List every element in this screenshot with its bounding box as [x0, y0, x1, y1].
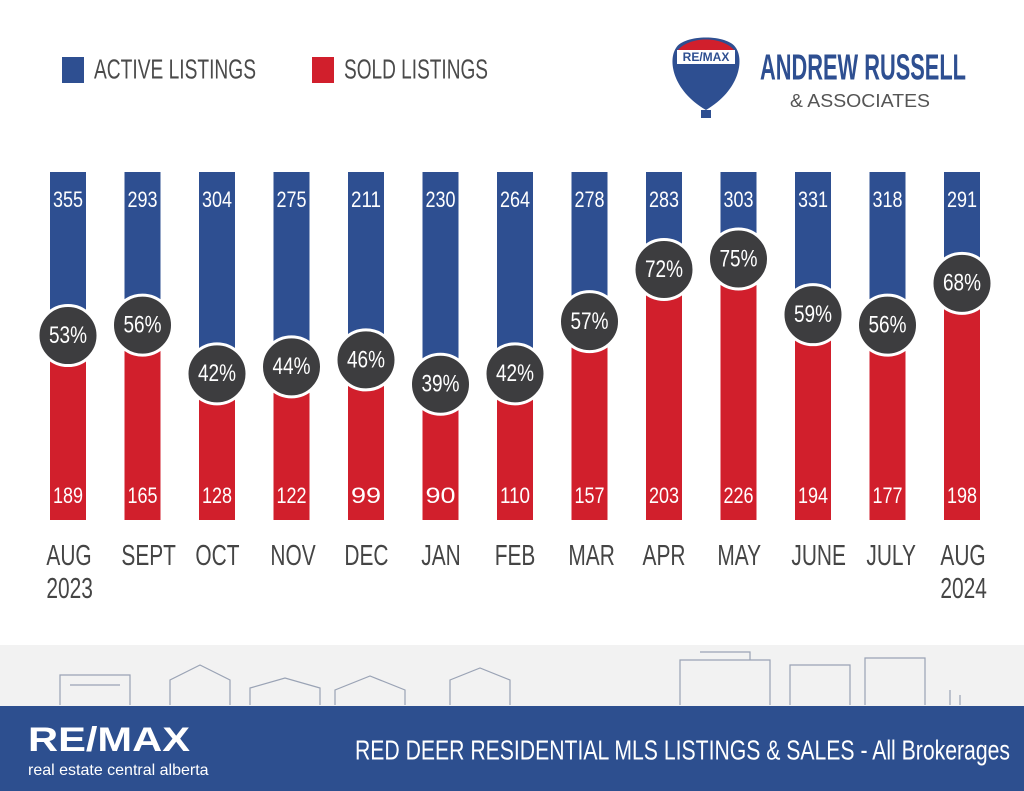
x-tick-label: AUG 2023 — [46, 540, 93, 605]
x-tick-label: AUG 2024 — [940, 540, 987, 605]
ratio-circle — [36, 304, 100, 368]
ratio-label: 44% — [273, 353, 311, 380]
active-bar — [422, 172, 459, 385]
legend-swatch — [62, 57, 84, 83]
active-bar — [497, 172, 533, 374]
sold-value: 198 — [947, 483, 977, 508]
active-bar — [199, 172, 235, 374]
sold-value: 99 — [351, 483, 381, 508]
ratio-circle — [334, 328, 398, 392]
active-value: 318 — [873, 187, 903, 212]
active-value: 275 — [277, 187, 307, 212]
x-tick-label: MAY — [716, 540, 761, 572]
legend-label: ACTIVE LISTINGS — [94, 53, 256, 84]
ratio-circle — [558, 290, 621, 354]
chart-title: RED DEER RESIDENTIAL MLS LISTINGS & SALE… — [355, 734, 1010, 765]
ratio-label: 57% — [571, 308, 609, 335]
x-tick-label: SEPT — [120, 540, 176, 572]
legend-label: SOLD LISTINGS — [344, 53, 488, 84]
x-tick-label: JAN — [420, 540, 461, 572]
ratio-label: 46% — [347, 346, 385, 373]
x-tick-label: OCT — [195, 540, 240, 572]
ratio-label: 42% — [198, 360, 236, 387]
active-value: 278 — [575, 187, 605, 212]
sold-value: 90 — [426, 483, 456, 508]
buildings — [59, 651, 961, 705]
ratio-label: 59% — [794, 301, 832, 328]
footer-band — [0, 645, 1024, 707]
x-tick-label: FEB — [494, 540, 536, 572]
active-value: 264 — [500, 187, 530, 212]
sold-bar — [124, 325, 161, 520]
x-tick-label: DEC — [344, 540, 389, 572]
agent-name: ANDREW RUSSELL — [760, 47, 966, 88]
x-tick-label: JUNE — [791, 540, 846, 572]
sold-value: 203 — [649, 483, 679, 508]
active-bar — [273, 172, 310, 367]
ratio-circle — [111, 293, 174, 357]
x-tick-label: MAR — [567, 540, 615, 572]
x-tick-label: NOV — [269, 540, 316, 572]
sold-value: 110 — [500, 483, 530, 508]
sold-value: 194 — [798, 483, 828, 508]
sold-bar — [646, 269, 682, 520]
ratio-circle — [483, 342, 547, 406]
sold-value: 128 — [202, 483, 232, 508]
sold-bar — [944, 283, 980, 520]
ratio-label: 39% — [422, 371, 460, 398]
sold-value: 157 — [575, 483, 605, 508]
ratio-circle — [856, 293, 919, 357]
footer-bar — [0, 706, 1024, 791]
active-value: 293 — [128, 187, 158, 212]
active-value: 291 — [947, 187, 977, 212]
x-tick-label: APR — [642, 540, 686, 572]
active-value: 303 — [724, 187, 754, 212]
ratio-circle — [185, 342, 249, 406]
active-value: 355 — [53, 187, 83, 212]
ratio-circle — [409, 352, 472, 416]
sold-value: 226 — [724, 483, 754, 508]
active-value: 283 — [649, 187, 679, 212]
sold-value: 189 — [53, 483, 83, 508]
ratio-circle — [632, 237, 696, 301]
ratio-circle — [930, 251, 994, 315]
sold-bar — [869, 325, 906, 520]
balloon-text: RE/MAX — [683, 50, 730, 64]
ratio-circle — [781, 283, 845, 347]
sold-bar — [571, 321, 608, 520]
ratio-label: 75% — [720, 245, 758, 272]
sold-value: 122 — [277, 483, 307, 508]
balloon-logo — [672, 37, 740, 118]
team-name: & ASSOCIATES — [790, 91, 930, 111]
sold-value: 177 — [873, 483, 903, 508]
legend-swatch — [312, 57, 334, 83]
x-tick-label: JULY — [865, 540, 916, 572]
ratio-circle — [707, 227, 770, 291]
sold-bar — [720, 259, 757, 520]
ratio-label: 72% — [645, 256, 683, 283]
active-value: 230 — [426, 187, 456, 212]
sold-bar — [795, 314, 831, 520]
active-value: 211 — [351, 187, 381, 212]
active-value: 331 — [798, 187, 828, 212]
ratio-label: 56% — [124, 311, 162, 338]
ratio-label: 68% — [943, 270, 981, 297]
active-value: 304 — [202, 187, 232, 212]
ratio-label: 56% — [869, 311, 907, 338]
footer-logo: RE/MAX — [28, 721, 190, 759]
ratio-label: 42% — [496, 360, 534, 387]
ratio-label: 53% — [49, 322, 87, 349]
sold-value: 165 — [128, 483, 158, 508]
ratio-circle — [260, 335, 323, 399]
footer-tagline: real estate central alberta — [28, 762, 209, 779]
